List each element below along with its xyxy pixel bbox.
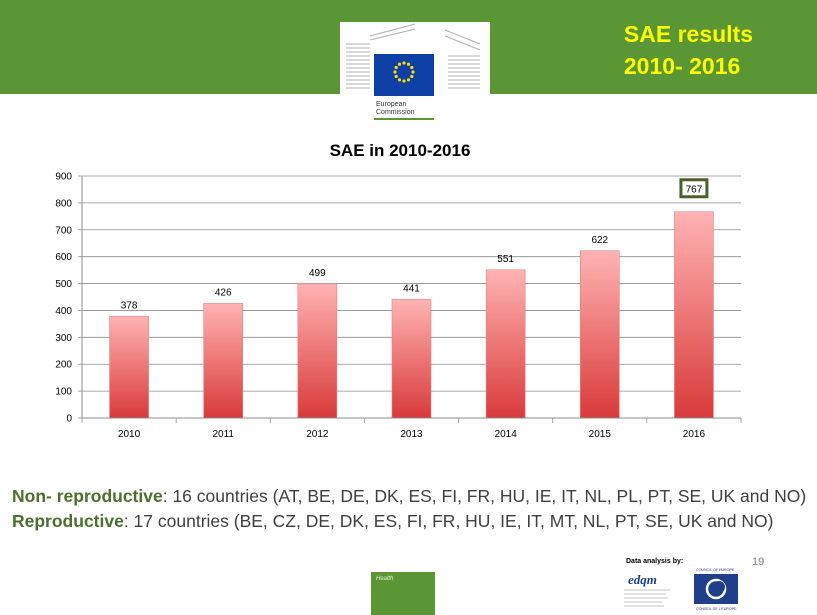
logo-text-european: European: [376, 101, 406, 108]
y-tick-label: 500: [55, 279, 72, 290]
bar-2016: [674, 211, 714, 419]
data-label: 378: [121, 300, 138, 311]
european-commission-logo: European Commission: [340, 22, 490, 122]
chart-title: SAE in 2010-2016: [329, 141, 471, 160]
x-tick-label: 2013: [400, 429, 423, 440]
x-tick-label: 2016: [683, 429, 706, 440]
coe-logo-text-fr: CONSEIL DE L'EUROPE: [696, 607, 737, 611]
data-label: 499: [309, 268, 326, 279]
council-of-europe-logo: COUNCIL OF EUROPE CONSEIL DE L'EUROPE: [694, 568, 738, 611]
y-tick-label: 300: [55, 333, 72, 344]
data-label: 441: [403, 283, 420, 294]
eu-flag: [374, 54, 434, 96]
coe-logo-text: COUNCIL OF EUROPE: [696, 568, 735, 572]
y-tick-label: 400: [55, 306, 72, 317]
slide-title: SAE results 2010- 2016: [624, 18, 753, 82]
y-tick-label: 700: [55, 225, 72, 236]
y-tick-label: 100: [55, 387, 72, 398]
y-tick-label: 900: [55, 172, 72, 183]
page-number: 19: [752, 556, 765, 568]
x-tick-label: 2015: [589, 429, 612, 440]
slide-title-line1: SAE results: [623, 21, 753, 47]
data-analysis-label: Data analysis by:: [626, 558, 684, 565]
non-reproductive-label: Non- reproductive: [12, 486, 163, 506]
data-label: 551: [497, 254, 514, 265]
bar-2012: [297, 283, 338, 419]
data-label: 622: [591, 235, 608, 246]
y-tick-label: 600: [55, 252, 72, 263]
logo-text-commission: Commission: [376, 109, 415, 116]
data-label: 426: [215, 287, 232, 298]
bar-2015: [579, 250, 620, 419]
bar-2013: [391, 299, 432, 419]
x-tick-label: 2010: [118, 429, 141, 440]
data-label: 767: [686, 184, 703, 195]
y-tick-label: 200: [55, 360, 72, 371]
edqm-logo-text: edqm: [628, 572, 657, 587]
bar-2014: [485, 269, 526, 419]
x-tick-label: 2014: [495, 429, 518, 440]
bar-2011: [203, 303, 244, 419]
edqm-logo: edqm: [624, 572, 670, 607]
bar-chart: 378 426 499 441 551 622 767 0 100 200 300 400 500 60…: [55, 172, 742, 440]
slide-title-line2: 2010- 2016: [623, 53, 741, 79]
reproductive-label: Reproductive: [12, 511, 124, 531]
summary-line-reproductive: Reproductive: 17 countries (BE, CZ, DE, …: [12, 509, 812, 534]
x-tick-label: 2011: [212, 429, 234, 440]
non-reproductive-countries: : 16 countries (AT, BE, DE, DK, ES, FI, …: [162, 486, 807, 506]
x-tick-label: 2012: [306, 429, 329, 440]
bar-2010: [109, 316, 149, 419]
health-footer-tab: Health: [371, 572, 435, 615]
highlight-box: [679, 178, 709, 199]
y-tick-label: 800: [55, 198, 72, 209]
summary-text: Non- reproductive: 16 countries (AT, BE,…: [12, 484, 812, 534]
summary-line-non-reproductive: Non- reproductive: 16 countries (AT, BE,…: [12, 484, 812, 509]
health-footer-label: Health: [376, 576, 394, 582]
y-tick-label: 0: [66, 414, 72, 425]
reproductive-countries: : 17 countries (BE, CZ, DE, DK, ES, FI, …: [123, 511, 774, 531]
